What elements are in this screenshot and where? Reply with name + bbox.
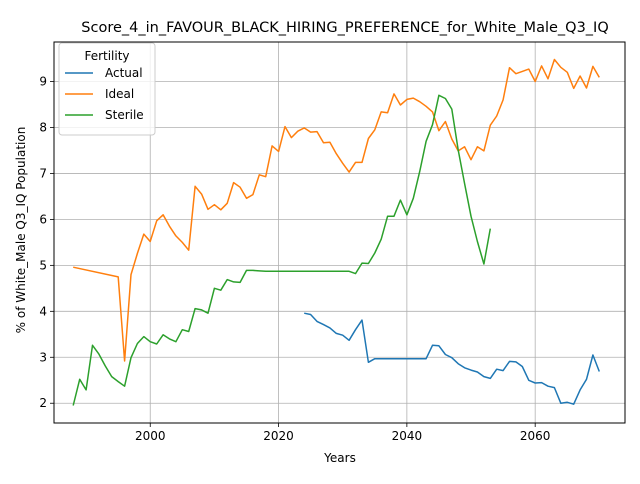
x-axis-ticks: 2000 2020 2040 2060 (135, 423, 550, 443)
y-tick-label: 4 (39, 304, 47, 318)
legend-label-sterile: Sterile (105, 108, 144, 122)
legend-title: Fertility (84, 49, 129, 63)
y-tick-label: 3 (39, 350, 47, 364)
y-tick-label: 5 (39, 258, 47, 272)
series-line-sterile (72, 94, 492, 406)
plot-frame (53, 41, 626, 424)
y-axis-label: % of White_Male Q3_IQ Population (14, 127, 28, 334)
x-axis-label: Years (323, 451, 356, 465)
legend-label-actual: Actual (105, 66, 143, 80)
y-tick-label: 2 (39, 396, 47, 410)
series-line-ideal (73, 58, 600, 362)
y-tick-label: 7 (39, 166, 47, 180)
legend: Fertility Actual Ideal Sterile (58, 42, 156, 136)
legend-label-ideal: Ideal (105, 87, 134, 101)
x-tick-label: 2020 (263, 429, 294, 443)
series-lines (72, 58, 600, 406)
series-line-actual (304, 312, 600, 405)
legend-entries: Actual Ideal Sterile (65, 66, 144, 122)
x-tick-label: 2040 (392, 429, 423, 443)
y-tick-label: 8 (39, 120, 47, 134)
legend-box (58, 42, 156, 136)
x-tick-label: 2000 (135, 429, 166, 443)
y-tick-label: 9 (39, 75, 47, 89)
x-tick-label: 2060 (520, 429, 551, 443)
y-tick-label: 6 (39, 212, 47, 226)
chart-title: Score_4_in_FAVOUR_BLACK_HIRING_PREFERENC… (81, 20, 608, 36)
y-axis-ticks: 2 3 4 5 6 7 8 9 (39, 75, 54, 410)
